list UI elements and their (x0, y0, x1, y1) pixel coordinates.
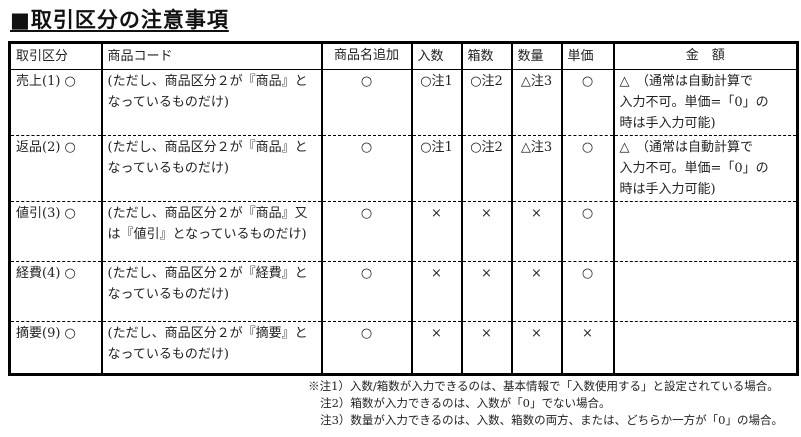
header-tanka: 単価 (560, 42, 615, 70)
page-title: ■取引区分の注意事項 (10, 8, 229, 32)
code-cell-line: (ただし、商品区分２が『摘要』と (107, 326, 308, 341)
kubun-cell: 経費(4) ○ (8, 261, 103, 322)
tanka-cell: × (560, 321, 615, 375)
header-row: 取引区分 商品コード 商品名追加 入数 箱数 数量 単価 金 額 (8, 42, 799, 70)
code-cell: (ただし、商品区分２が『摘要』と なっているものだけ) (100, 321, 323, 375)
kingaku-cell-line: △ （通常は自動計算で (619, 140, 754, 155)
irisu-cell: × (410, 321, 463, 375)
footnote-3: 注3）数量が入力できるのは、入数、箱数の両方、または、どちらか一方が「0」の場合… (320, 413, 783, 427)
code-cell-line: なっているものだけ) (107, 161, 229, 176)
table-row: 売上(1) ○ (ただし、商品区分２が『商品』と なっているものだけ) ○ ○注1 ○注2… (8, 69, 799, 136)
hakosu-cell: × (460, 201, 513, 262)
code-cell-line: (ただし、商品区分２が『商品』又 (107, 206, 308, 221)
suryo-cell: △注3 (510, 69, 563, 136)
name-add-cell: ○ (320, 201, 413, 262)
kingaku-cell-line: 時は手入力可能) (619, 182, 716, 197)
table-row: 摘要(9) ○ (ただし、商品区分２が『摘要』と なっているものだけ) ○ × × × × (8, 321, 799, 375)
footnote-2: 注2）箱数が入力できるのは、入数が「0」でない場合。 (320, 396, 611, 410)
suryo-cell: △注3 (510, 135, 563, 202)
irisu-cell: × (410, 201, 463, 262)
kingaku-cell-line: 入力不可。単価=「0」の (619, 95, 769, 110)
hakosu-cell: × (460, 261, 513, 322)
code-cell: (ただし、商品区分２が『経費』と なっているものだけ) (100, 261, 323, 322)
irisu-cell: ○注1 (410, 135, 463, 202)
header-irisu: 入数 (410, 42, 463, 70)
kingaku-cell (612, 261, 799, 322)
kingaku-cell: △ （通常は自動計算で 入力不可。単価=「0」の 時は手入力可能) (612, 135, 799, 202)
header-kubun: 取引区分 (8, 42, 103, 70)
kingaku-cell-line: 時は手入力可能) (619, 116, 716, 131)
irisu-cell: ○注1 (410, 69, 463, 136)
tanka-cell: ○ (560, 201, 615, 262)
kingaku-cell-line: 入力不可。単価=「0」の (619, 161, 769, 176)
code-cell-line: なっているものだけ) (107, 287, 229, 302)
header-suryo: 数量 (510, 42, 563, 70)
header-kingaku: 金 額 (612, 42, 799, 70)
kubun-cell: 値引(3) ○ (8, 201, 103, 262)
header-code: 商品コード (100, 42, 323, 70)
hakosu-cell: ○注2 (460, 135, 513, 202)
tanka-cell: ○ (560, 135, 615, 202)
suryo-cell: × (510, 261, 563, 322)
code-cell-line: (ただし、商品区分２が『商品』と (107, 74, 308, 89)
code-cell-line: (ただし、商品区分２が『商品』と (107, 140, 308, 155)
name-add-cell: ○ (320, 135, 413, 202)
kingaku-cell-line: △ （通常は自動計算で (619, 74, 754, 89)
kingaku-cell (612, 321, 799, 375)
kingaku-cell (612, 201, 799, 262)
transaction-type-table: 取引区分 商品コード 商品名追加 入数 箱数 数量 単価 金 額 売上(1) ○… (8, 41, 799, 376)
table-row: 経費(4) ○ (ただし、商品区分２が『経費』と なっているものだけ) ○ × × × ○ (8, 261, 799, 322)
footnote-1: ※注1）入数/箱数が入力できるのは、基本情報で「入数使用する」と設定されている場… (308, 379, 779, 393)
table-row: 返品(2) ○ (ただし、商品区分２が『商品』と なっているものだけ) ○ ○注1 ○注2… (8, 135, 799, 202)
hakosu-cell: × (460, 321, 513, 375)
name-add-cell: ○ (320, 69, 413, 136)
kubun-cell: 摘要(9) ○ (8, 321, 103, 375)
code-cell-line: なっているものだけ) (107, 347, 229, 362)
irisu-cell: × (410, 261, 463, 322)
code-cell: (ただし、商品区分２が『商品』と なっているものだけ) (100, 69, 323, 136)
code-cell-line: (ただし、商品区分２が『経費』と (107, 266, 308, 281)
hakosu-cell: ○注2 (460, 69, 513, 136)
header-hakosu: 箱数 (460, 42, 513, 70)
code-cell-line: は『値引』となっているものだけ) (107, 227, 307, 242)
tanka-cell: ○ (560, 69, 615, 136)
kubun-cell: 売上(1) ○ (8, 69, 103, 136)
name-add-cell: ○ (320, 321, 413, 375)
name-add-cell: ○ (320, 261, 413, 322)
header-name-add: 商品名追加 (320, 42, 413, 70)
footnotes: ※注1）入数/箱数が入力できるのは、基本情報で「入数使用する」と設定されている場… (308, 378, 783, 429)
code-cell-line: なっているものだけ) (107, 95, 229, 110)
kingaku-cell: △ （通常は自動計算で 入力不可。単価=「0」の 時は手入力可能) (612, 69, 799, 136)
tanka-cell: ○ (560, 261, 615, 322)
suryo-cell: × (510, 321, 563, 375)
code-cell: (ただし、商品区分２が『商品』と なっているものだけ) (100, 135, 323, 202)
table-row: 値引(3) ○ (ただし、商品区分２が『商品』又 は『値引』となっているものだけ) ○… (8, 201, 799, 262)
code-cell: (ただし、商品区分２が『商品』又 は『値引』となっているものだけ) (100, 201, 323, 262)
suryo-cell: × (510, 201, 563, 262)
kubun-cell: 返品(2) ○ (8, 135, 103, 202)
